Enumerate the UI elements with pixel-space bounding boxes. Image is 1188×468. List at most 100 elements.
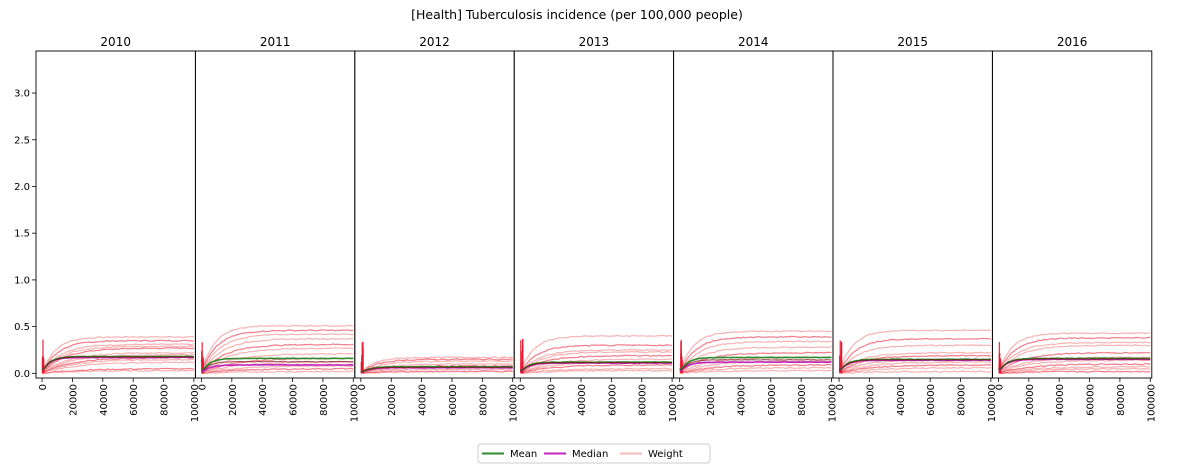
weight-line	[679, 366, 832, 374]
x-tick-label: 0	[994, 384, 1005, 390]
weight-line	[998, 370, 1151, 375]
legend-item: Weight	[620, 449, 683, 460]
weight-line	[519, 354, 673, 373]
weight-line	[201, 370, 354, 375]
weight-line	[201, 324, 354, 365]
panels: 2010 0 20000 40000 60000 80000 100000 0.0 0.5 1.0…	[14, 35, 1157, 422]
x-tick-label: 20000	[387, 384, 398, 416]
weight-line	[41, 353, 195, 373]
weight-line	[519, 348, 673, 372]
weight-line	[41, 361, 195, 374]
weight-line	[679, 330, 832, 367]
panel-2015: 2015 0 20000 40000 60000 80000 100000	[832, 35, 998, 422]
combined-line	[360, 366, 513, 373]
x-tick-label: 80000	[638, 384, 649, 416]
mean-line	[679, 356, 832, 371]
weight-line	[201, 367, 354, 374]
weight-line	[41, 351, 195, 373]
panel-frame	[35, 50, 196, 379]
y-tick-label: 1.5	[14, 229, 30, 240]
x-tick-label: 0	[197, 384, 208, 390]
weight-line	[360, 370, 513, 374]
mean-line	[201, 357, 354, 371]
panel-title: 2015	[897, 35, 928, 49]
weight-line	[360, 358, 513, 372]
legend-item: Median	[544, 449, 608, 460]
x-tick-label: 80000	[478, 384, 489, 416]
weight-line	[838, 329, 991, 367]
x-tick-label: 100000	[827, 384, 838, 422]
panel-frame	[991, 50, 1153, 379]
x-tick-label: 20000	[547, 384, 558, 416]
x-tick-label: 100000	[349, 384, 360, 422]
legend-label: Median	[572, 449, 608, 460]
x-tick-label: 20000	[1025, 384, 1036, 416]
chart-title: [Health] Tuberculosis incidence (per 100…	[411, 7, 743, 22]
panel-frame	[354, 50, 515, 379]
x-tick-label: 20000	[228, 384, 239, 416]
x-tick-label: 0	[835, 384, 846, 390]
x-tick-label: 60000	[448, 384, 459, 416]
panel-2012: 2012 0 20000 40000 60000 80000 100000	[354, 35, 520, 422]
panel-plot	[200, 324, 354, 375]
combined-line	[998, 358, 1151, 371]
median-line	[679, 361, 832, 372]
x-tick-label: 40000	[896, 384, 907, 416]
panel-plot	[360, 341, 513, 374]
x-tick-label: 20000	[706, 384, 717, 416]
weight-line	[679, 363, 832, 373]
panel-frame	[194, 50, 356, 379]
panel-plot	[838, 329, 992, 374]
x-tick-label: 40000	[418, 384, 429, 416]
panel-2010: 2010 0 20000 40000 60000 80000 100000 0.0 0.5 1.0…	[14, 35, 201, 422]
panel-plot	[519, 334, 673, 374]
x-tick-label: 60000	[926, 384, 937, 416]
weight-line	[41, 339, 195, 369]
weight-line	[41, 343, 195, 370]
weight-line	[519, 334, 673, 367]
x-tick-label: 100000	[190, 384, 201, 422]
legend-label: Mean	[510, 449, 537, 460]
weight-line	[201, 364, 354, 373]
weight-line	[200, 337, 354, 371]
weight-line	[838, 337, 992, 369]
panel-plot	[998, 331, 1151, 375]
x-tick-label: 60000	[767, 384, 778, 416]
weight-line	[998, 367, 1151, 374]
x-tick-label: 0	[357, 384, 368, 390]
weight-line	[360, 356, 513, 372]
x-tick-label: 0	[516, 384, 527, 390]
weight-line	[998, 359, 1151, 373]
x-tick-label: 80000	[160, 384, 171, 416]
x-tick-label: 80000	[1116, 384, 1127, 416]
weight-line	[360, 360, 513, 373]
weight-line	[679, 335, 832, 369]
x-tick-label: 60000	[289, 384, 300, 416]
weight-line	[838, 351, 991, 372]
weight-line	[41, 335, 194, 367]
panel-frame	[832, 50, 993, 379]
panel-2016: 2016 0 20000 40000 60000 80000 100000	[991, 35, 1157, 422]
panel-2011: 2011 0 20000 40000 60000 80000 100000	[194, 35, 360, 422]
panel-title: 2010	[100, 35, 131, 49]
y-tick-label: 1.0	[14, 275, 30, 286]
x-tick-label: 100000	[509, 384, 520, 422]
weight-line	[201, 347, 354, 372]
x-tick-label: 100000	[1146, 384, 1157, 422]
combined-line	[679, 358, 832, 371]
weight-line	[42, 367, 194, 374]
panel-plot	[679, 330, 832, 374]
x-tick-label: 100000	[668, 384, 679, 422]
combined-line	[520, 361, 673, 372]
weight-line	[838, 370, 991, 374]
weight-line	[679, 369, 832, 374]
x-tick-label: 20000	[68, 384, 79, 416]
x-tick-label: 20000	[865, 384, 876, 416]
weight-line	[679, 346, 832, 371]
weight-line	[998, 365, 1151, 374]
x-tick-label: 80000	[797, 384, 808, 416]
panel-plot	[41, 335, 195, 375]
median-line	[201, 363, 354, 372]
x-tick-label: 60000	[607, 384, 618, 416]
weight-line	[519, 350, 673, 372]
